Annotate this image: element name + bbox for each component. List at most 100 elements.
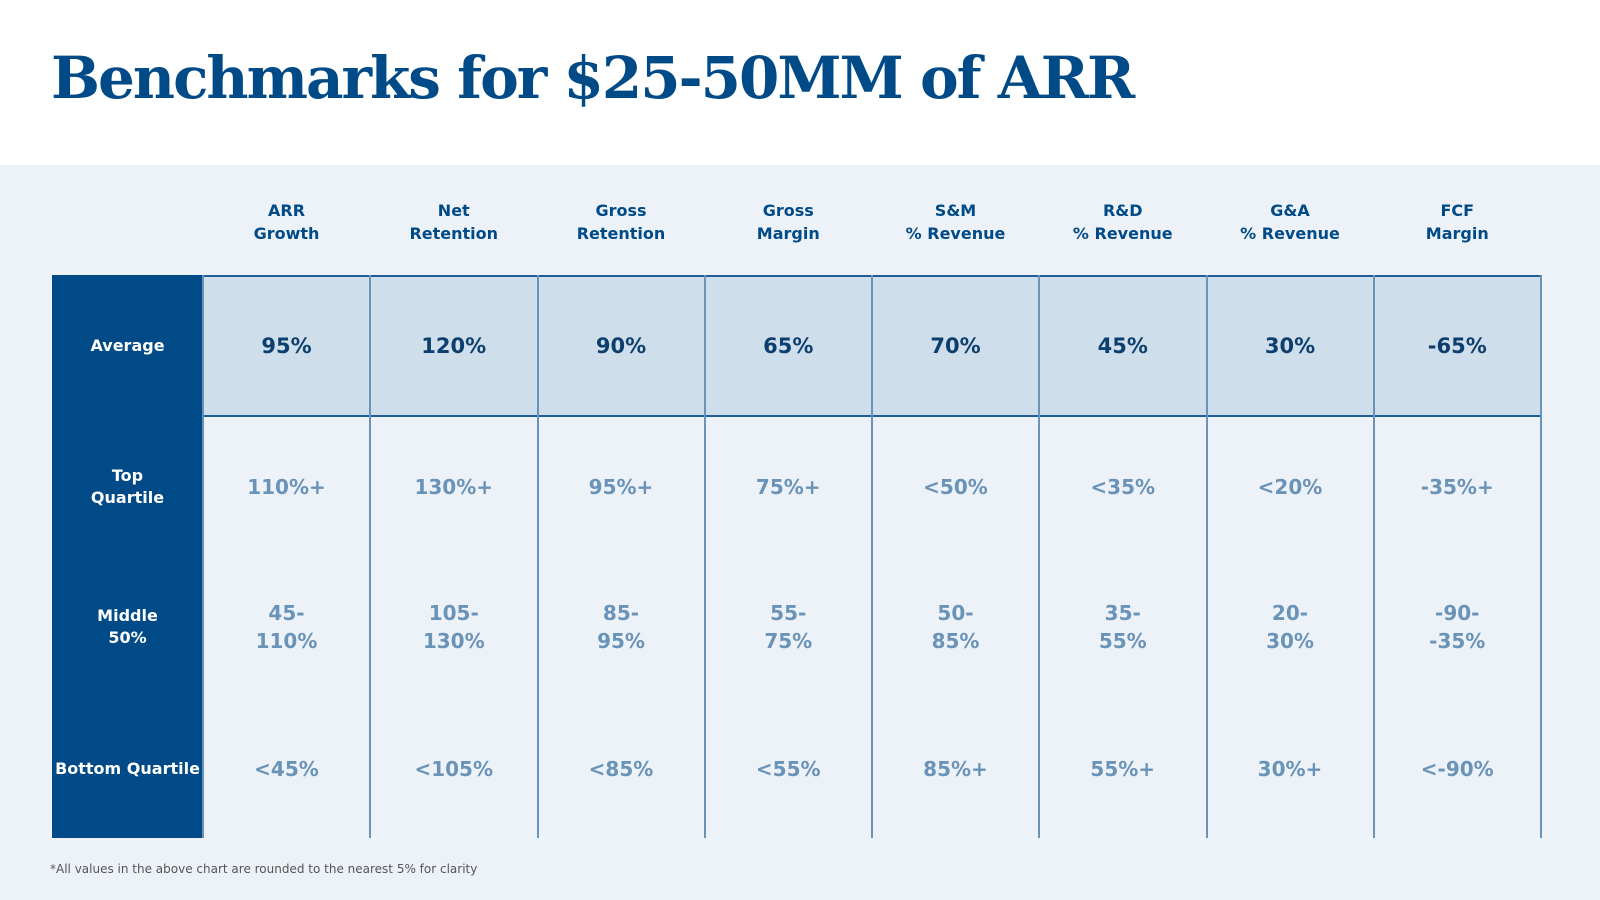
table-cell: -90- -35% — [1374, 599, 1541, 655]
row-label: Average — [52, 335, 203, 357]
text-line: 30% — [1264, 334, 1316, 358]
row-labels: Average Top Quartile Middle 50% Bottom Quarti… — [52, 275, 203, 838]
text-line: Retention — [409, 224, 499, 243]
text-line: G&A — [1270, 201, 1310, 220]
text-line: Margin — [1425, 224, 1489, 243]
table-cell: <85% — [538, 755, 705, 783]
text-line: Middle — [97, 606, 158, 625]
table-cell: -65% — [1374, 334, 1541, 358]
text-line: 55%+ — [1090, 757, 1156, 781]
text-line: 105- — [428, 601, 479, 625]
column-divider — [703, 275, 706, 838]
footnote: *All values in the above chart are round… — [50, 862, 478, 876]
text-line: 110%+ — [247, 475, 326, 499]
text-line: <105% — [414, 757, 494, 781]
text-line: Average — [90, 336, 165, 355]
text-line: <45% — [254, 757, 319, 781]
table-cell: 95%+ — [538, 473, 705, 501]
text-line: <55% — [755, 757, 821, 781]
table-cell: 105- 130% — [370, 599, 537, 655]
column-header: R&D % Revenue — [1039, 199, 1206, 245]
table-cell: 95% — [203, 334, 370, 358]
text-line: -90- — [1435, 601, 1480, 625]
column-divider — [1540, 275, 1542, 838]
text-line: 85- — [602, 601, 640, 625]
text-line: 110% — [255, 629, 318, 653]
text-line: % Revenue — [905, 224, 1006, 243]
table-cell: 45- 110% — [203, 599, 370, 655]
column-divider — [202, 275, 204, 838]
text-line: 50% — [108, 628, 147, 647]
text-line: 75%+ — [755, 475, 821, 499]
text-line: -65% — [1427, 334, 1487, 358]
table-cell: 130%+ — [370, 473, 537, 501]
text-line: Retention — [576, 224, 666, 243]
column-divider — [1205, 275, 1208, 838]
text-line: 90% — [595, 334, 647, 358]
table-cell: 35- 55% — [1039, 599, 1206, 655]
table-cell: <50% — [872, 473, 1039, 501]
text-line: 120% — [421, 334, 487, 358]
column-divider — [1038, 275, 1041, 838]
text-line: Margin — [756, 224, 820, 243]
column-divider — [871, 275, 873, 838]
text-line: 45% — [1097, 334, 1148, 358]
benchmark-panel: ARR Growth Net Retention Gross Retention Gross… — [0, 165, 1600, 900]
table-cell: 20- 30% — [1207, 599, 1374, 655]
column-divider — [1372, 275, 1375, 838]
text-line: 95% — [597, 629, 645, 653]
text-line: -35%+ — [1420, 475, 1494, 499]
text-line: Gross — [762, 201, 814, 220]
table-cell: -35%+ — [1374, 473, 1541, 501]
page-title: Benchmarks for $25-50MM of ARR — [51, 44, 1135, 112]
column-divider — [369, 275, 372, 838]
text-line: Net — [437, 201, 470, 220]
text-line: 55- — [770, 601, 807, 625]
text-line: <20% — [1257, 475, 1323, 499]
text-line: Gross — [595, 201, 647, 220]
text-line: 130%+ — [414, 475, 494, 499]
table-cell: 45% — [1039, 334, 1206, 358]
text-line: 55% — [1098, 629, 1147, 653]
table-cell: <45% — [203, 755, 370, 783]
text-line: 85%+ — [923, 757, 988, 781]
table-cell: 65% — [705, 334, 872, 358]
table-cell: 120% — [370, 334, 537, 358]
text-line: 30% — [1266, 629, 1314, 653]
table-cell: 70% — [872, 334, 1039, 358]
text-line: % Revenue — [1240, 224, 1340, 243]
row-label: Top Quartile — [52, 465, 203, 509]
table-cell: 55%+ — [1039, 755, 1206, 783]
table-cell: <105% — [370, 755, 537, 783]
column-header: ARR Growth — [203, 199, 370, 245]
text-line: 65% — [763, 334, 814, 358]
column-divider — [536, 275, 539, 838]
text-line: 30%+ — [1257, 757, 1323, 781]
table-cell: <20% — [1207, 473, 1374, 501]
text-line: % Revenue — [1072, 224, 1173, 243]
table-cell: 85- 95% — [538, 599, 705, 655]
table-cell: 30% — [1207, 334, 1374, 358]
column-header: Net Retention — [370, 199, 537, 245]
table-cell: 50- 85% — [872, 599, 1039, 655]
table-cell: 55- 75% — [705, 599, 872, 655]
text-line: <-90% — [1420, 757, 1494, 781]
text-line: 20- — [1271, 601, 1309, 625]
row-label: Middle 50% — [52, 605, 203, 649]
text-line: FCF — [1440, 201, 1475, 220]
text-line: 45- — [268, 601, 305, 625]
table-cell: 85%+ — [872, 755, 1039, 783]
text-line: Bottom Quartile — [55, 759, 200, 778]
text-line: 75% — [764, 629, 813, 653]
text-line: 85% — [931, 629, 980, 653]
text-line: 35- — [1104, 601, 1141, 625]
table-cell: 110%+ — [203, 473, 370, 501]
table-cell: 75%+ — [705, 473, 872, 501]
text-line: 70% — [930, 334, 981, 358]
column-header: Gross Margin — [705, 199, 872, 245]
column-header: G&A % Revenue — [1207, 199, 1374, 245]
table-cell: <-90% — [1374, 755, 1541, 783]
text-line: 95% — [261, 334, 312, 358]
text-line: Top — [111, 466, 144, 485]
text-line: 130% — [422, 629, 485, 653]
